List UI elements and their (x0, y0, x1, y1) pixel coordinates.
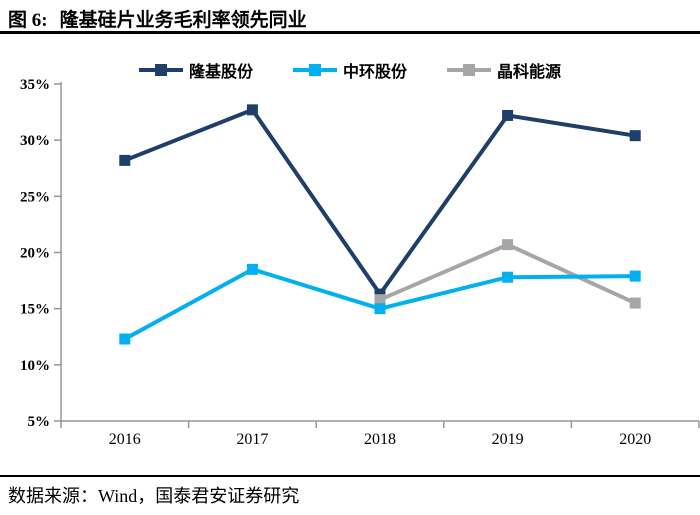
data-point-marker (246, 263, 258, 275)
data-source-note: 数据来源：Wind，国泰君安证券研究 (8, 486, 300, 506)
x-tick-label: 2018 (364, 431, 396, 448)
jinko-line-marker-icon (447, 64, 491, 76)
legend-item-jinko: 晶科能源 (447, 58, 561, 82)
data-point-marker (502, 271, 514, 283)
series-晶科能源 (374, 239, 641, 309)
data-point-marker (119, 154, 131, 166)
chart-legend: 隆基股份 中环股份 晶科能源 (0, 58, 700, 82)
series-隆基股份 (119, 104, 641, 300)
longi-line-marker-icon (138, 64, 183, 76)
zhonghuan-line-marker-icon (292, 64, 337, 76)
y-tick-label: 20% (20, 246, 50, 262)
data-point-marker (502, 109, 514, 121)
y-tick-label: 10% (20, 358, 50, 374)
data-point-marker (629, 270, 641, 282)
data-point-marker (502, 239, 514, 251)
footer-divider (0, 475, 700, 477)
title-underline (0, 31, 700, 34)
data-point-marker (374, 288, 386, 300)
data-point-marker (374, 303, 386, 315)
legend-label-longi: 隆基股份 (188, 64, 253, 81)
y-tick-label: 35% (20, 77, 50, 93)
y-tick-label: 30% (20, 133, 50, 149)
data-point-marker (629, 297, 641, 309)
data-point-marker (374, 294, 386, 306)
y-tick-label: 25% (20, 189, 50, 205)
figure-title: 图 6: 隆基硅片业务毛利率领先同业 (8, 5, 307, 32)
x-tick-label: 2019 (492, 431, 524, 448)
zhonghuan-square-marker-icon (308, 64, 321, 76)
series-中环股份 (119, 263, 641, 345)
longi-square-marker-icon (154, 64, 167, 76)
jinko-square-marker-icon (463, 64, 475, 76)
legend-label-jinko: 晶科能源 (497, 64, 562, 81)
legend-label-zhonghuan: 中环股份 (342, 64, 407, 81)
data-point-marker (119, 333, 131, 345)
x-tick-label: 2016 (109, 431, 141, 448)
data-point-marker (629, 130, 641, 142)
y-tick-label: 15% (20, 302, 50, 318)
data-point-marker (246, 104, 258, 116)
figure-title-text: 隆基硅片业务毛利率领先同业 (59, 10, 307, 31)
figure-number-label: 图 6: (8, 10, 48, 31)
x-tick-label: 2020 (619, 431, 651, 448)
legend-item-zhonghuan: 中环股份 (292, 58, 407, 82)
x-tick-label: 2017 (236, 431, 268, 448)
legend-item-longi: 隆基股份 (138, 58, 253, 82)
y-tick-label: 5% (28, 414, 51, 430)
